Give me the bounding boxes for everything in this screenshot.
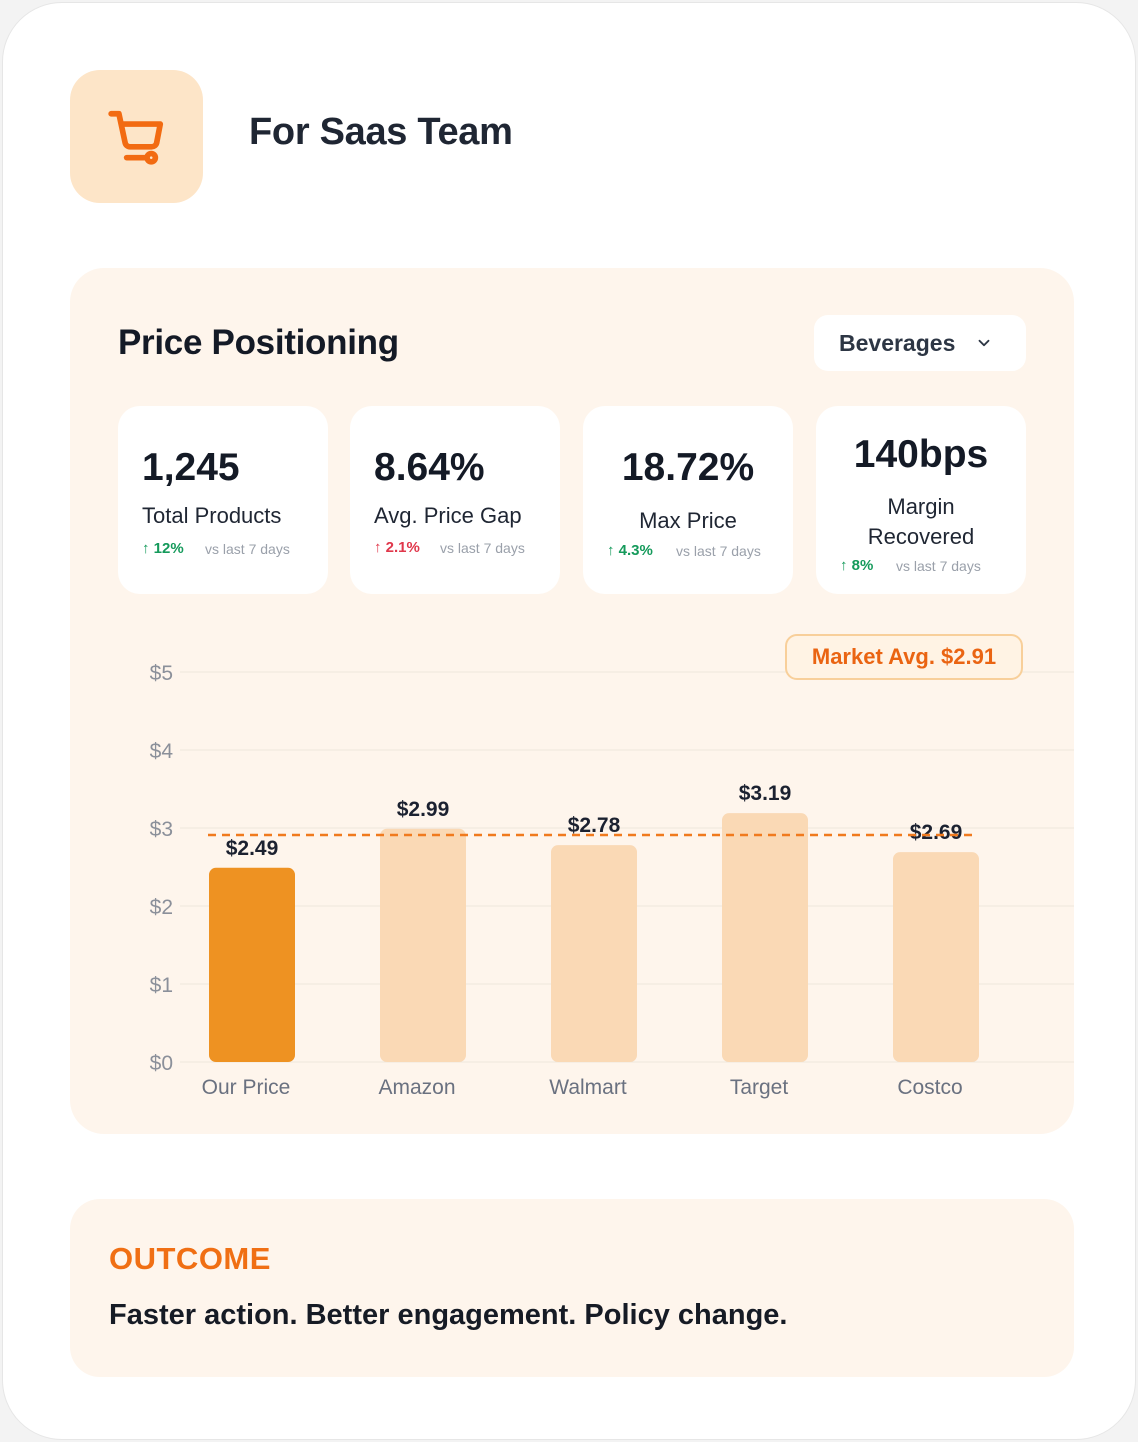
bar-our-price bbox=[209, 867, 295, 1062]
bar-value-label: $3.19 bbox=[739, 782, 792, 805]
price-bar-chart: $0 $1 $2 $3 $4 $5 $2.49 Our Price $2.99 Amazon $2.… bbox=[150, 662, 1074, 1099]
team-title: For Saas Team bbox=[249, 111, 513, 153]
stat-delta: ↑ 12% bbox=[142, 540, 184, 557]
x-category-label: Amazon bbox=[378, 1076, 455, 1099]
bar-value-label: $2.49 bbox=[226, 837, 279, 860]
bar-costco bbox=[893, 852, 979, 1062]
stat-card-avg-price-gap: 8.64% Avg. Price Gap ↑ 2.1% vs last 7 da… bbox=[350, 406, 560, 594]
y-tick-label: $5 bbox=[150, 662, 173, 685]
stat-compare: vs last 7 days bbox=[205, 541, 290, 557]
bar-value-label: $2.69 bbox=[910, 821, 963, 844]
stat-value: 8.64% bbox=[374, 446, 485, 489]
stat-card-margin-recovered: 140bps Margin Recovered ↑ 8% vs last 7 d… bbox=[816, 406, 1026, 594]
y-tick-label: $0 bbox=[150, 1052, 173, 1075]
stat-value: 1,245 bbox=[142, 446, 240, 489]
stat-compare: vs last 7 days bbox=[440, 540, 525, 556]
stat-label-line-2: Recovered bbox=[867, 524, 975, 549]
stat-compare: vs last 7 days bbox=[896, 558, 981, 574]
stat-card-total-products: 1,245 Total Products ↑ 12% vs last 7 day… bbox=[118, 406, 328, 594]
stat-delta: ↑ 8% bbox=[840, 557, 874, 574]
y-tick-label: $4 bbox=[150, 740, 174, 763]
stat-label: Avg. Price Gap bbox=[374, 503, 522, 528]
bar-value-label: $2.78 bbox=[568, 814, 621, 837]
outcome-text: Faster action. Better engagement. Policy… bbox=[109, 1299, 788, 1331]
bar-value-label: $2.99 bbox=[397, 798, 450, 821]
logo-tile bbox=[70, 70, 203, 203]
x-category-label: Walmart bbox=[549, 1076, 627, 1099]
bar-amazon bbox=[380, 828, 466, 1062]
outcome-panel: OUTCOME Faster action. Better engagement… bbox=[70, 1199, 1074, 1377]
market-average-badge: Market Avg. $2.91 bbox=[785, 634, 1023, 680]
category-dropdown[interactable]: Beverages bbox=[814, 315, 1026, 371]
y-tick-label: $2 bbox=[150, 896, 173, 919]
stat-value: 18.72% bbox=[621, 446, 755, 489]
bar-target bbox=[722, 813, 808, 1062]
y-tick-label: $1 bbox=[150, 974, 173, 997]
stat-delta: ↑ 4.3% bbox=[607, 542, 653, 559]
stat-label: Max Price bbox=[639, 508, 737, 533]
outcome-title: OUTCOME bbox=[109, 1241, 271, 1276]
price-positioning-panel: Price Positioning Beverages 1,245 Total … bbox=[70, 268, 1074, 1134]
stat-label-line-1: Margin bbox=[887, 494, 955, 519]
category-dropdown-value: Beverages bbox=[839, 329, 956, 356]
stat-label: Total Products bbox=[142, 503, 282, 528]
stat-delta: ↑ 2.1% bbox=[374, 539, 420, 556]
x-category-label: Target bbox=[730, 1076, 789, 1099]
stat-card-max-price: 18.72% Max Price ↑ 4.3% vs last 7 days bbox=[583, 406, 793, 594]
panel-title: Price Positioning bbox=[118, 323, 399, 362]
shopping-cart-icon bbox=[107, 110, 163, 165]
x-category-label: Our Price bbox=[202, 1076, 291, 1099]
x-category-label: Costco bbox=[897, 1076, 962, 1099]
stat-value: 140bps bbox=[853, 433, 989, 476]
y-tick-label: $3 bbox=[150, 818, 173, 841]
bar-walmart bbox=[551, 845, 637, 1062]
stat-compare: vs last 7 days bbox=[676, 543, 761, 559]
chevron-down-icon bbox=[978, 339, 990, 347]
